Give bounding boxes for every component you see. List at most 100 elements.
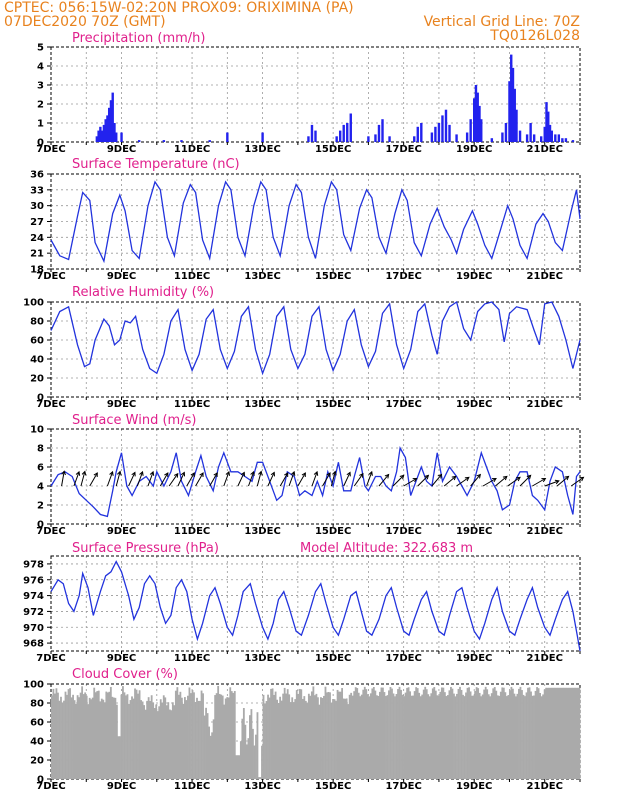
x-tick-label: 13DEC	[244, 399, 280, 410]
precip-bar	[95, 136, 99, 142]
wind-arrow-head	[93, 472, 98, 478]
cloud-bar	[400, 689, 402, 779]
cloud-bar	[91, 697, 94, 779]
cloud-bar	[576, 687, 579, 779]
precip-bar	[554, 134, 557, 142]
y-tick-label: 20	[30, 374, 44, 385]
cloud-bar	[229, 687, 232, 779]
precip-bar	[420, 123, 423, 142]
cloud-bar	[378, 691, 381, 779]
precip-bar	[109, 100, 113, 142]
cloud-bar	[81, 686, 84, 779]
cloud-bar	[451, 688, 454, 779]
cloud-bar	[303, 696, 306, 779]
cloud-bar	[537, 688, 540, 779]
precip-bar	[434, 126, 437, 142]
wind-arrow-head	[451, 475, 457, 481]
cloud-bar	[51, 695, 53, 779]
cloud-bar	[282, 693, 285, 779]
cloud-bar	[202, 693, 204, 779]
wind-arrow-head	[437, 473, 443, 479]
wind-arrow-head	[476, 473, 481, 479]
cloud-bar	[218, 693, 221, 779]
cloud-bar	[60, 696, 62, 779]
wind-arrow-head	[225, 470, 231, 476]
cloud-bar	[182, 703, 185, 779]
cloud-bar	[289, 702, 292, 779]
wind-arrow	[470, 474, 481, 487]
cloud-bar	[445, 696, 448, 779]
cloud-bar	[525, 692, 528, 779]
cloud-bar	[291, 697, 294, 779]
cloud-bar	[490, 693, 493, 779]
precip-bar	[525, 134, 529, 142]
x-tick-label: 9DEC	[107, 526, 136, 537]
cloud-bar	[90, 699, 93, 779]
cloud-bar	[486, 689, 489, 779]
cloud-bar	[294, 699, 297, 779]
cloud-bar	[241, 718, 244, 779]
cloud-bar	[462, 694, 464, 779]
wind-arrow	[378, 474, 390, 487]
wind-arrow	[73, 471, 80, 487]
wind-arrow-head	[81, 470, 87, 476]
cloud-bar	[487, 694, 490, 779]
cloud-bar	[395, 693, 398, 779]
cloud-bar	[466, 687, 469, 779]
precip-bar	[550, 130, 553, 142]
wind-arrow	[186, 472, 195, 487]
precip-bar	[115, 132, 118, 142]
cloud-bar	[484, 686, 487, 779]
cloud-bar	[540, 696, 543, 779]
cloud-bar	[519, 686, 522, 779]
cloud-bar	[119, 736, 121, 779]
x-tick-label: 17DEC	[385, 781, 421, 792]
cloud-bar	[548, 687, 551, 779]
cloud-bar	[158, 706, 161, 779]
cloud-bar	[230, 691, 233, 779]
precip-bar	[342, 124, 345, 142]
y-tick-label: 970	[23, 623, 44, 634]
wind-arrow-head	[491, 477, 497, 483]
x-tick-label: 11DEC	[174, 144, 210, 155]
cloud-bar	[285, 693, 288, 779]
x-tick-label: 7DEC	[36, 144, 65, 155]
cloud-bar	[78, 697, 81, 779]
series-line	[50, 446, 581, 518]
cloud-bar	[57, 692, 59, 779]
wind-arrow	[195, 472, 204, 487]
cloud-bar	[558, 687, 561, 779]
cloud-bar	[292, 702, 295, 779]
y-tick-label: 2	[37, 100, 44, 111]
cloud-bar	[109, 686, 112, 779]
y-tick-label: 0	[37, 393, 44, 404]
wind-arrow	[482, 478, 497, 487]
cloud-bar	[242, 708, 245, 779]
cloud-bar	[271, 688, 274, 779]
wind-arrow-head	[332, 470, 337, 476]
cloud-bar	[317, 697, 319, 779]
cloud-bar	[54, 693, 56, 779]
wind-arrow	[115, 471, 121, 487]
cloud-bar	[530, 691, 532, 779]
y-tick-label: 972	[23, 607, 44, 618]
x-tick-label: 15DEC	[315, 653, 351, 664]
humidity-title: Relative Humidity (%)	[72, 285, 214, 300]
cloud-bar	[235, 755, 238, 779]
cloud-bar	[238, 755, 241, 779]
cloud-bar	[551, 687, 554, 779]
cloud-bar	[115, 704, 118, 779]
cloud-bar	[321, 698, 324, 779]
panel-frame	[50, 428, 581, 525]
precip-bar	[480, 119, 483, 142]
cloud-bar	[469, 691, 472, 779]
cloud-bar	[457, 688, 460, 779]
precip-bar	[367, 136, 370, 142]
cloud-bar	[301, 698, 304, 779]
cloud-bar	[105, 691, 108, 779]
y-tick-label: 18	[30, 265, 44, 276]
x-tick-label: 13DEC	[244, 271, 280, 282]
cloud-bar	[236, 755, 239, 779]
precip-bar	[208, 140, 211, 142]
wind-arrow-head	[149, 470, 155, 476]
